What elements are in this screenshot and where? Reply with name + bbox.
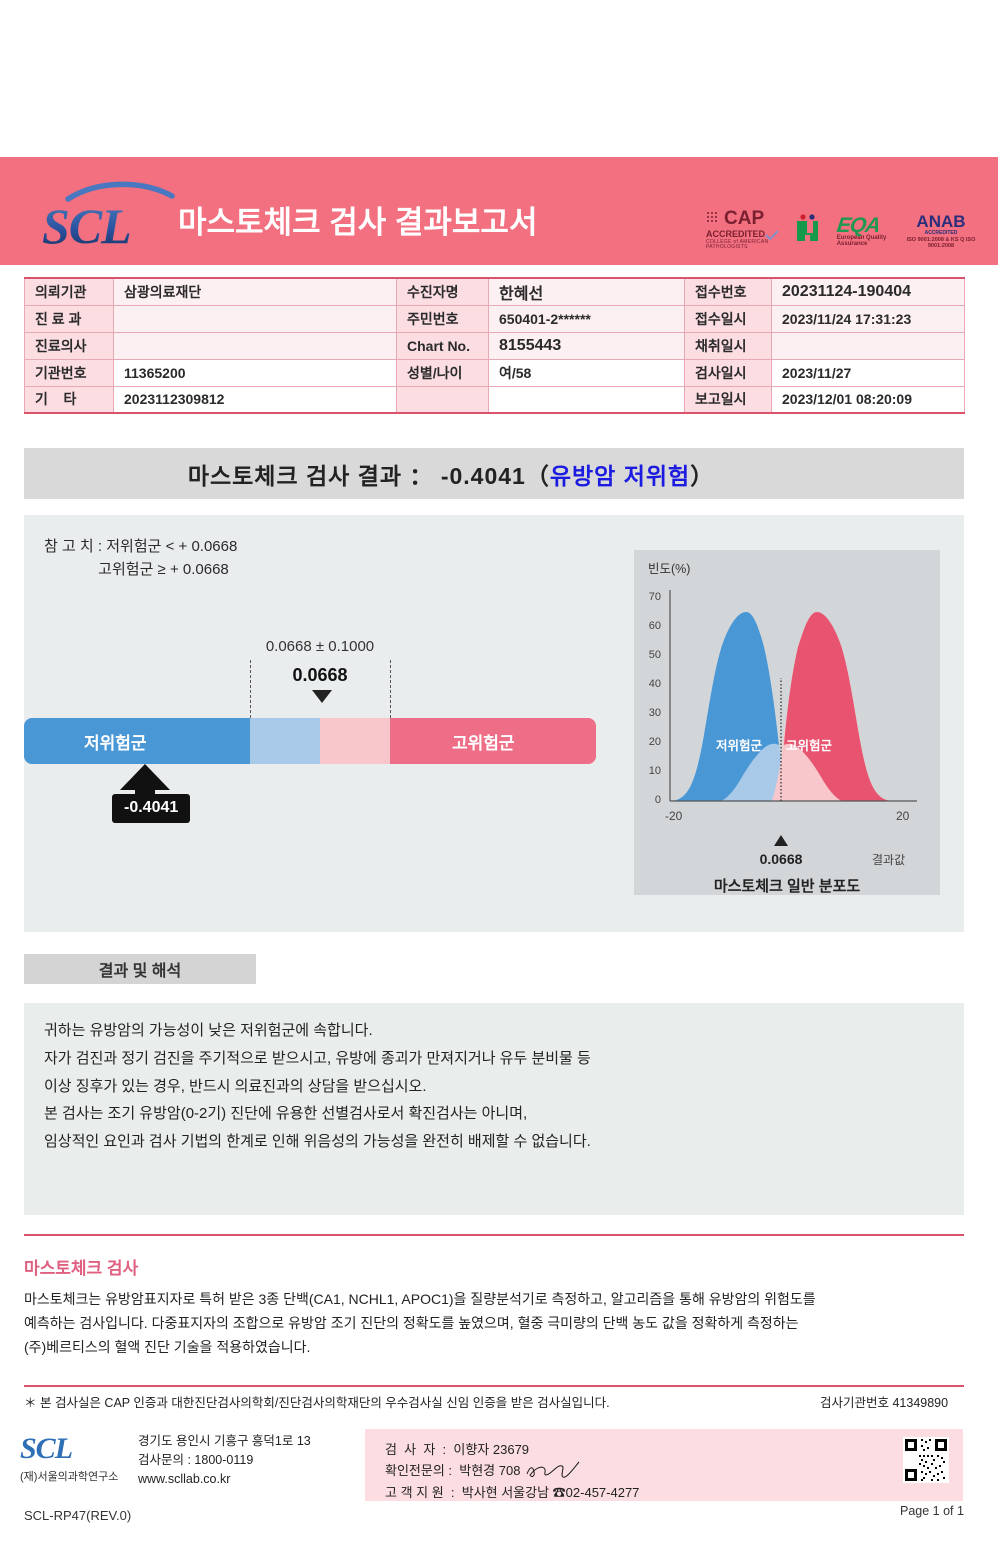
svg-text:0: 0 xyxy=(655,794,661,806)
svg-text:0.0668: 0.0668 xyxy=(760,851,803,867)
svg-text:40: 40 xyxy=(649,678,661,690)
svg-text:10: 10 xyxy=(649,765,661,777)
svg-text:20: 20 xyxy=(896,809,910,823)
svg-text:고위험군: 고위험군 xyxy=(786,738,833,753)
svg-text:저위험군: 저위험군 xyxy=(716,738,763,753)
svg-text:50: 50 xyxy=(649,649,661,661)
svg-text:-20: -20 xyxy=(665,809,683,823)
svg-text:20: 20 xyxy=(649,736,661,748)
svg-text:60: 60 xyxy=(649,620,661,632)
svg-text:70: 70 xyxy=(649,591,661,603)
svg-text:결과값: 결과값 xyxy=(872,853,905,867)
svg-text:30: 30 xyxy=(649,707,661,719)
